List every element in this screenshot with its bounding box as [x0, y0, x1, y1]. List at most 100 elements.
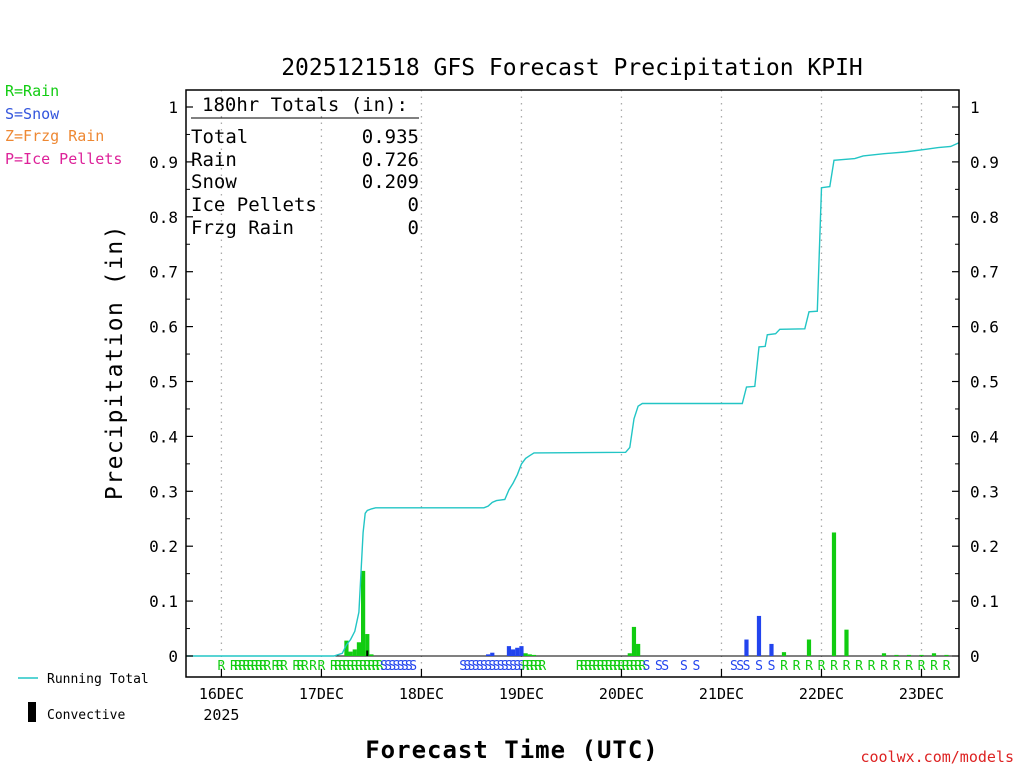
precip-bar [931, 653, 937, 656]
precip-type-marker: R [843, 659, 851, 674]
precip-bar [781, 652, 787, 656]
precip-type-marker: R [530, 659, 538, 674]
precip-type-marker: S [497, 659, 505, 674]
precip-type-marker: S [463, 659, 471, 674]
precip-type-marker: R [309, 659, 317, 674]
totals-label-rain: Rain [191, 149, 237, 171]
totals-label-ice-pellets: Ice Pellets [191, 194, 317, 216]
precip-type-marker: R [243, 659, 251, 674]
chart-title: 2025121518 GFS Forecast Precipitation KP… [281, 55, 863, 81]
precip-type-marker: R [868, 659, 876, 674]
y-tick-label-right: 0.1 [970, 592, 999, 611]
precip-bar [527, 654, 532, 656]
convective-legend-label: Convective [47, 708, 125, 723]
precip-type-marker: S [501, 659, 509, 674]
y-tick-label-left: 0.6 [149, 318, 178, 337]
precip-bar [769, 643, 774, 656]
y-tick-label-right: 0.2 [970, 537, 999, 556]
precip-type-marker: R [584, 659, 592, 674]
x-year-label: 2025 [203, 706, 239, 724]
y-tick-label-right: 0 [970, 647, 980, 666]
precip-type-marker: R [263, 659, 271, 674]
legend-freezing-rain: Z=Frzg Rain [5, 127, 104, 145]
y-tick-label-right: 0.6 [970, 318, 999, 337]
precip-type-marker: R [368, 659, 376, 674]
precip-type-marker: R [609, 659, 617, 674]
precip-type-marker: R [301, 659, 309, 674]
precip-type-marker: R [805, 659, 813, 674]
precip-type-marker: R [218, 659, 226, 674]
precip-bar [881, 653, 887, 656]
precip-type-marker: R [334, 659, 342, 674]
precip-type-marker: R [280, 659, 288, 674]
precip-type-marker: S [493, 659, 501, 674]
x-tick-label-21dec: 21DEC [699, 685, 744, 703]
precip-type-marker: S [484, 659, 492, 674]
precip-type-marker: S [388, 659, 396, 674]
y-tick-label-left: 0.8 [149, 208, 178, 227]
precip-bar [519, 646, 524, 656]
precip-type-marker: R [943, 659, 951, 674]
precip-bar [511, 649, 516, 656]
precip-type-marker: R [626, 659, 634, 674]
precip-bar [894, 654, 899, 656]
precip-type-marker: R [247, 659, 255, 674]
precip-bar [356, 642, 362, 656]
precip-type-marker: R [780, 659, 788, 674]
precip-bar [744, 639, 749, 656]
precip-type-legend: R=Rain S=Snow Z=Frzg Rain P=Ice Pellets [5, 82, 122, 168]
precip-bar [919, 654, 924, 656]
y-tick-label-left: 0.1 [149, 592, 178, 611]
precip-bar [806, 639, 812, 656]
precip-type-marker: S [459, 659, 467, 674]
precip-bar [627, 653, 632, 656]
precip-type-marker: R [580, 659, 588, 674]
precip-bar [523, 653, 528, 656]
totals-label-freezing-rain: Frzg Rain [191, 217, 294, 239]
precip-type-marker: R [522, 659, 530, 674]
precip-type-marker: R [272, 659, 280, 674]
y-axis-label: Precipitation (in) [102, 224, 128, 500]
totals-value-rain: 0.726 [362, 149, 419, 171]
precip-bar [344, 640, 349, 656]
precip-bar [944, 654, 949, 656]
precip-type-marker: R [622, 659, 630, 674]
y-tick-label-left: 0.3 [149, 482, 178, 501]
totals-header: 180hr Totals (in): [202, 94, 408, 116]
x-tick-label-20dec: 20DEC [599, 685, 644, 703]
precip-type-marker: S [480, 659, 488, 674]
precip-type-marker: S [755, 659, 763, 674]
precip-bar [831, 532, 837, 656]
credit-label: coolwx.com/models [860, 748, 1014, 766]
precip-type-marker: S [680, 659, 688, 674]
precip-type-marker: R [526, 659, 534, 674]
precip-type-marker: S [384, 659, 392, 674]
precip-type-marker: S [409, 659, 417, 674]
y-tick-label-left: 0.9 [149, 153, 178, 172]
precip-type-marker: S [468, 659, 476, 674]
precip-bars [186, 532, 959, 657]
precip-type-marker: R [251, 659, 259, 674]
y-tick-label-right: 0.3 [970, 482, 999, 501]
y-tick-labels: 0 00.1 0.10.2 0.20.3 0.30.4 0.40.5 0.50.6 0.60.… [149, 98, 999, 666]
precip-type-marker: S [505, 659, 513, 674]
precip-type-marker: S [655, 659, 663, 674]
precip-bar [486, 654, 491, 656]
y-tick-label-left: 0.5 [149, 373, 178, 392]
x-tick-labels: 16DEC 17DEC 18DEC 19DEC 20DEC 21DEC 22DEC 23DEC… [199, 685, 944, 724]
precip-bar [844, 629, 849, 656]
precip-type-marker: S [393, 659, 401, 674]
precip-type-marker: R [376, 659, 384, 674]
precip-type-marker: S [509, 659, 517, 674]
precip-bar [490, 652, 495, 656]
axes [185, 89, 960, 678]
y-tick-label-right: 0.8 [970, 208, 999, 227]
precip-type-marker: R [576, 659, 584, 674]
precip-type-marker: R [893, 659, 901, 674]
precip-bar [365, 634, 370, 656]
precip-type-marker: R [593, 659, 601, 674]
y-tick-label-right: 0.7 [970, 263, 999, 282]
precip-type-marker: R [534, 659, 542, 674]
precip-bar [506, 646, 512, 656]
